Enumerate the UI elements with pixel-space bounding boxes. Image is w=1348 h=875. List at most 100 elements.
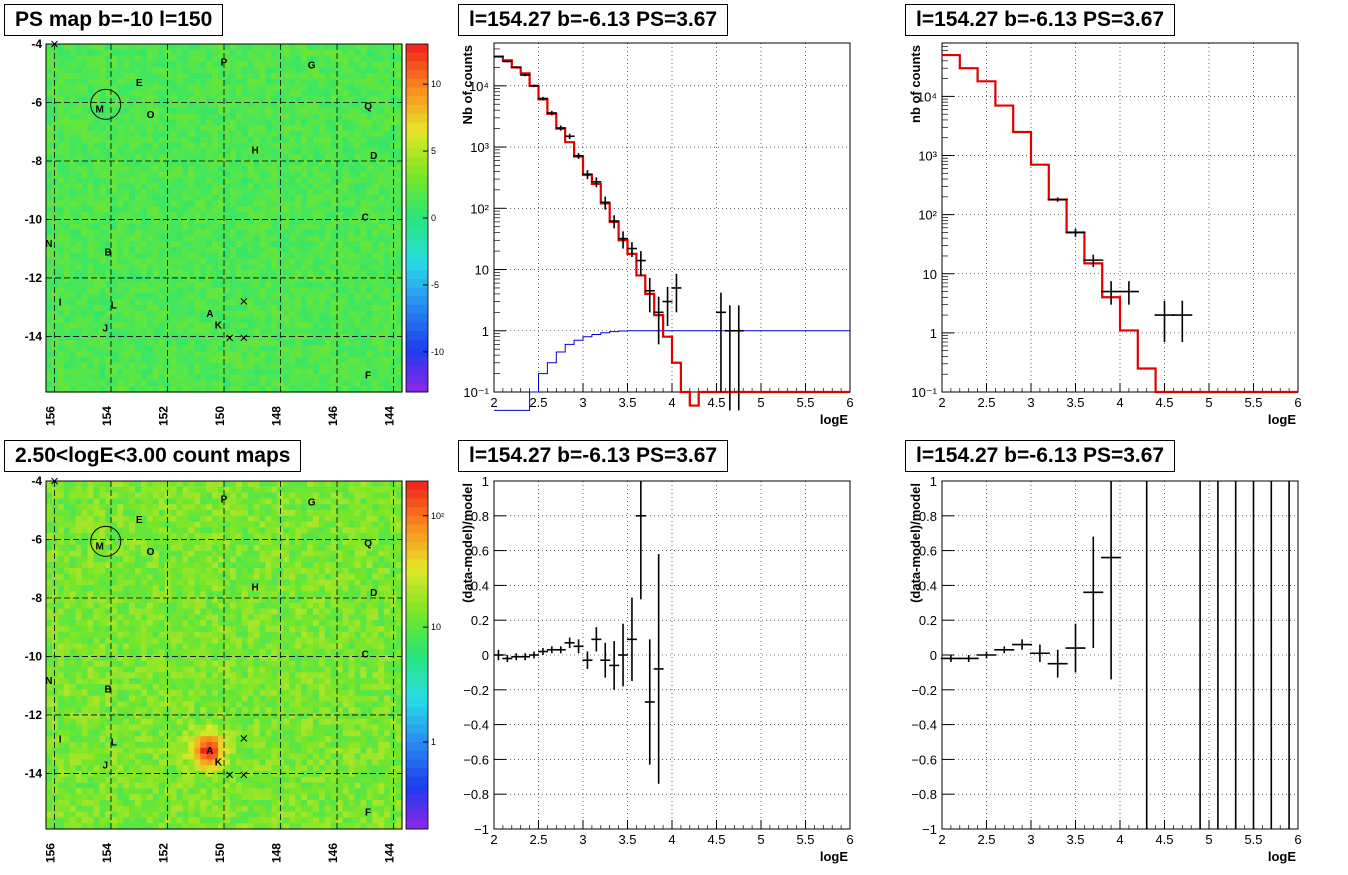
y-tick-label: 0: [482, 648, 489, 663]
map-x-tick-label: 144: [383, 406, 397, 426]
source-label-B: B: [105, 248, 112, 259]
cross-marker: [240, 734, 248, 742]
source-circle-m: [90, 525, 122, 557]
exposure-line: [494, 330, 850, 411]
y-axis-title: (data-model)/model: [908, 483, 923, 603]
colorbar-tick-label: 10: [431, 79, 441, 89]
x-tick-label: 3: [579, 395, 586, 410]
source-label-N: N: [45, 676, 52, 687]
residual2-title: l=154.27 b=-6.13 PS=3.67: [905, 440, 1176, 472]
x-tick-label: 4: [668, 395, 675, 410]
map-x-tick-label: 154: [100, 406, 114, 426]
x-tick-label: 2: [938, 395, 945, 410]
y-tick-label: 0.6: [919, 544, 937, 559]
y-tick-label: 1: [930, 474, 937, 489]
map-y-tick-label: -4: [31, 474, 42, 488]
spectrum1-title: l=154.27 b=-6.13 PS=3.67: [458, 4, 729, 36]
source-circle-m: [90, 88, 122, 120]
y-tick-label: 10³: [918, 149, 937, 164]
y-tick-label: 10³: [470, 140, 489, 155]
source-label-D: D: [370, 151, 377, 162]
source-label-Q: Q: [364, 538, 372, 549]
y-tick-label: 0.8: [471, 509, 489, 524]
source-label-J: J: [103, 761, 109, 772]
x-axis-title: logE: [1268, 412, 1296, 427]
x-tick-label: 4.5: [707, 832, 725, 847]
source-label-A: A: [206, 746, 213, 757]
source-label-K: K: [215, 758, 223, 769]
y-tick-label: −0.8: [911, 787, 937, 802]
map-y-tick-label: -6: [31, 95, 42, 109]
source-label-O: O: [147, 547, 155, 558]
x-tick-label: 2: [938, 832, 945, 847]
count-map-pixels: [46, 481, 403, 830]
map-y-tick-label: -10: [25, 212, 43, 226]
x-axis-title: logE: [820, 412, 848, 427]
y-axis-title: Nb of counts: [460, 45, 475, 124]
y-tick-label: −1: [922, 822, 937, 837]
source-label-M: M: [96, 104, 104, 115]
source-label-K: K: [215, 321, 223, 332]
source-label-L: L: [111, 737, 117, 748]
cross-marker: [240, 297, 248, 305]
y-tick-label: 0.6: [471, 544, 489, 559]
y-tick-label: −0.2: [463, 683, 489, 698]
y-axis-title: nb of counts: [908, 45, 923, 123]
source-label-E: E: [136, 515, 143, 526]
y-tick-label: 1: [482, 324, 489, 339]
x-tick-label: 5.5: [796, 395, 814, 410]
spectrum2-title: l=154.27 b=-6.13 PS=3.67: [905, 4, 1176, 36]
source-label-A: A: [206, 309, 213, 320]
source-label-H: H: [251, 145, 258, 156]
source-label-Q: Q: [364, 101, 372, 112]
colorbar: [406, 481, 428, 830]
x-tick-label: 3: [1027, 395, 1034, 410]
y-tick-label: 1: [482, 474, 489, 489]
colorbar-tick-label: 5: [431, 146, 436, 156]
map-y-tick-label: -14: [25, 766, 43, 780]
y-tick-label: −1: [474, 822, 489, 837]
map-y-tick-label: -4: [31, 37, 42, 51]
plot-frame: [493, 42, 851, 393]
x-tick-label: 6: [1294, 832, 1301, 847]
cross-marker: [51, 477, 58, 485]
source-label-B: B: [105, 685, 112, 696]
map-y-tick-label: -8: [31, 591, 42, 605]
colorbar-tick-label: -5: [431, 280, 439, 290]
y-tick-label: 10: [923, 267, 937, 282]
map-x-tick-label: 148: [270, 843, 284, 863]
y-tick-label: 10⁴: [469, 79, 489, 94]
x-tick-label: 5: [1205, 395, 1212, 410]
source-label-G: G: [308, 497, 316, 508]
y-tick-label: 10²: [470, 201, 489, 216]
x-tick-label: 3.5: [618, 832, 636, 847]
map-top-title: PS map b=-10 l=150: [4, 4, 224, 36]
x-tick-label: 4.5: [1155, 832, 1173, 847]
cross-marker: [240, 334, 248, 342]
source-label-F: F: [365, 370, 371, 381]
y-tick-label: 10⁴: [917, 89, 937, 104]
y-tick-label: 0: [930, 648, 937, 663]
source-label-G: G: [308, 60, 316, 71]
x-tick-label: 3: [579, 832, 586, 847]
y-tick-label: −0.2: [911, 683, 937, 698]
map-x-tick-label: 144: [383, 843, 397, 863]
source-label-C: C: [362, 650, 369, 661]
colorbar-tick-label: 1: [431, 737, 436, 747]
model-line: [494, 55, 850, 407]
colorbar-tick-label: -10: [431, 347, 444, 357]
x-tick-label: 5.5: [1244, 395, 1262, 410]
x-tick-label: 5: [1205, 832, 1212, 847]
map-x-tick-label: 146: [326, 843, 340, 863]
source-label-J: J: [103, 324, 109, 335]
y-tick-label: −0.6: [463, 752, 489, 767]
cross-marker: [226, 771, 234, 779]
map-x-tick-label: 156: [43, 406, 57, 426]
x-tick-label: 2.5: [529, 832, 547, 847]
map-y-tick-label: -6: [31, 532, 42, 546]
x-tick-label: 5: [757, 395, 764, 410]
map-x-tick-label: 150: [213, 843, 227, 863]
plot-frame: [941, 42, 1299, 393]
source-label-F: F: [365, 807, 371, 818]
